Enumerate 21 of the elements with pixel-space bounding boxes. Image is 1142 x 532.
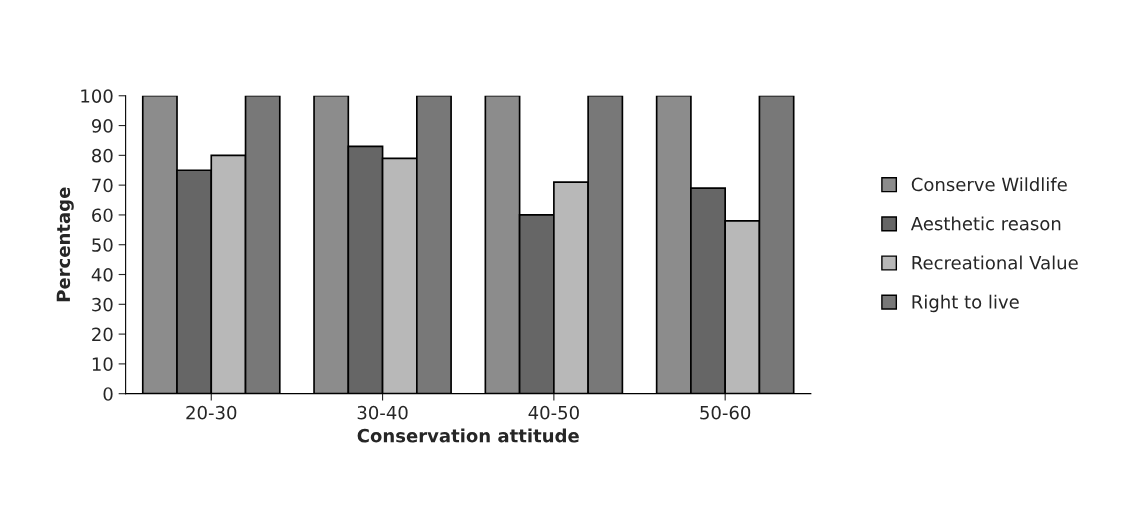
legend-label: Right to live [912,294,1019,313]
x-tick-label: 30-40 [357,405,408,420]
y-axis-title: Percentage [56,187,74,302]
y-tick-label: 10 [92,357,113,371]
y-tick-label: 30 [92,297,113,312]
x-tick-label: 20-30 [186,405,237,420]
legend-label: Conserve Wildlife [911,177,1067,192]
x-tick-label: 50-60 [700,405,751,420]
y-tick-label: 0 [103,387,113,401]
legend-label: Recreational Value [912,255,1078,270]
x-tick-label: 40-50 [528,405,579,420]
y-tick-label: 20 [92,327,113,342]
y-tick-label: 70 [92,178,113,193]
legend-label: Aesthetic reason [910,216,1061,231]
y-tick-label: 80 [92,148,113,163]
y-tick-label: 100 [81,89,113,103]
y-tick-label: 60 [92,208,113,223]
y-tick-label: 40 [91,267,113,282]
y-tick-label: 50 [92,238,113,252]
x-axis-title: Conservation attitude [357,428,579,443]
y-tick-label: 90 [91,119,113,133]
